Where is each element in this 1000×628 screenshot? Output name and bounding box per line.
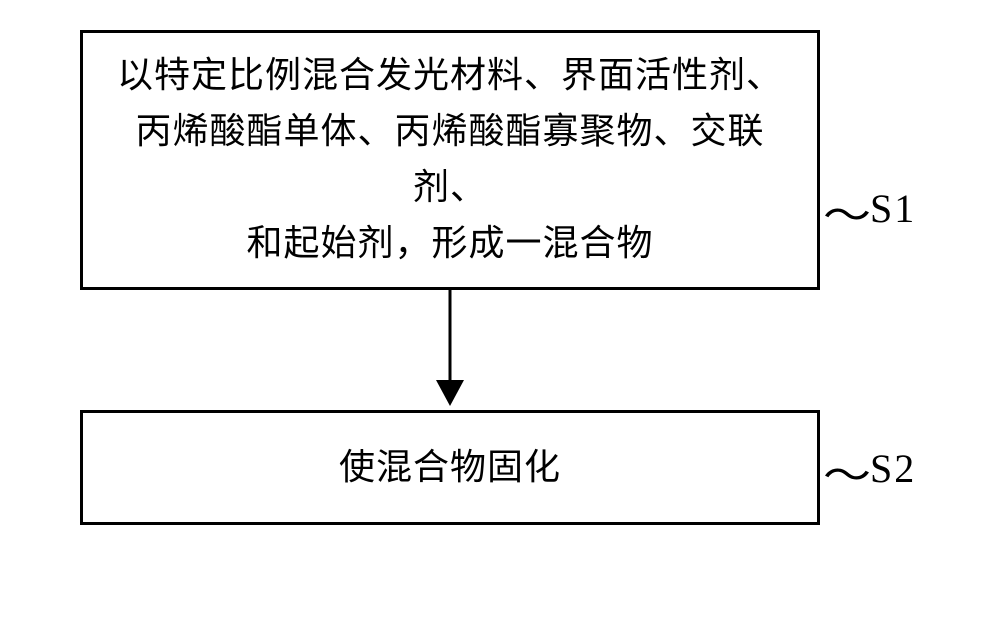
- flowchart-edge-s1-s2: [80, 290, 820, 410]
- arrow-head-icon: [436, 380, 464, 406]
- flowchart-container: 以特定比例混合发光材料、界面活性剂、 丙烯酸酯单体、丙烯酸酯寡聚物、交联剂、 和…: [80, 30, 920, 525]
- node-s2-line1: 使混合物固化: [339, 440, 561, 496]
- flowchart-node-s2: 使混合物固化: [80, 410, 820, 525]
- connector-tilde-s1: 〜: [823, 183, 871, 241]
- node-s1-line3: 和起始剂，形成一混合物: [246, 216, 653, 272]
- node-s1-line1: 以特定比例混合发光材料、界面活性剂、: [117, 48, 783, 104]
- arrow-line: [449, 290, 452, 385]
- node-label-s1: S1: [870, 185, 916, 232]
- connector-tilde-s2: 〜: [823, 443, 871, 501]
- node-label-s2: S2: [870, 445, 916, 492]
- flowchart-node-s1: 以特定比例混合发光材料、界面活性剂、 丙烯酸酯单体、丙烯酸酯寡聚物、交联剂、 和…: [80, 30, 820, 290]
- node-s1-line2: 丙烯酸酯单体、丙烯酸酯寡聚物、交联剂、: [103, 104, 797, 216]
